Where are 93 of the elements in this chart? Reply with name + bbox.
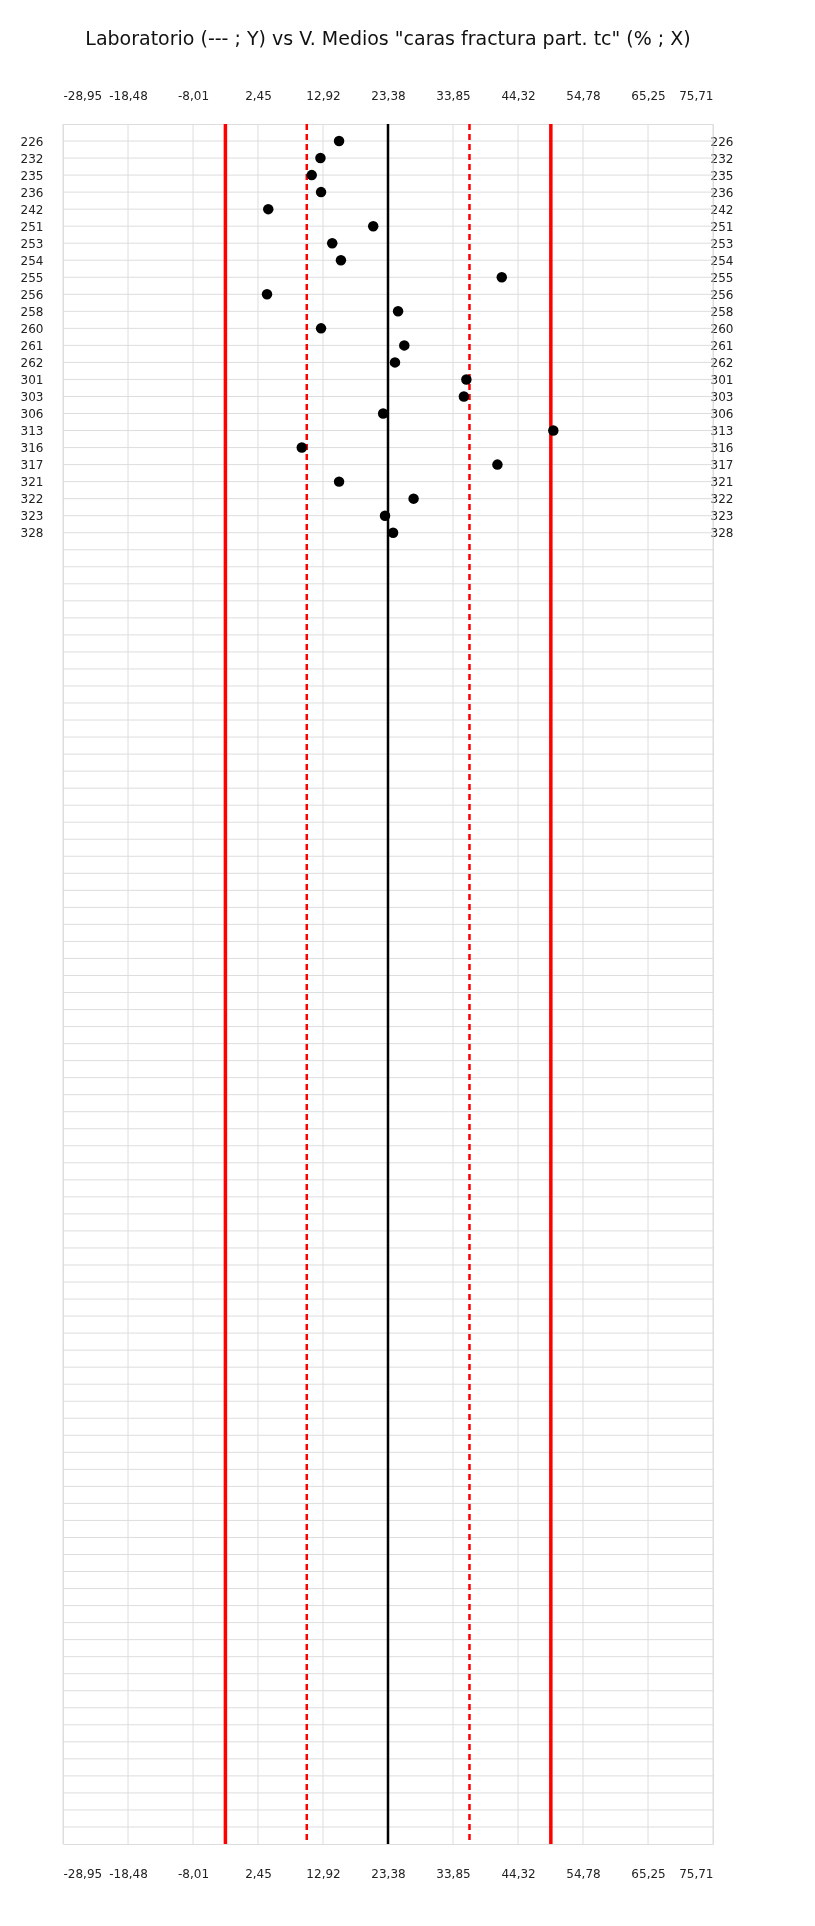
x2-tick-label: 23,38 bbox=[371, 1866, 406, 1881]
point bbox=[367, 220, 379, 232]
category-label: 316 bbox=[20, 441, 44, 456]
x2-tick-label: -28,95 bbox=[63, 1866, 103, 1881]
x-tick-label: 65,25 bbox=[631, 88, 666, 103]
point bbox=[306, 169, 317, 181]
category-label: 236 bbox=[20, 185, 44, 200]
point bbox=[326, 237, 338, 249]
x2-tick-label: 44,32 bbox=[501, 1866, 536, 1881]
category-label: 251 bbox=[20, 219, 44, 234]
point bbox=[333, 135, 345, 147]
category-label: 255 bbox=[20, 270, 44, 285]
point bbox=[315, 323, 327, 334]
category-label: 262 bbox=[20, 355, 44, 370]
y-tick-label: 254 bbox=[710, 253, 734, 268]
x2-tick-label: 54,78 bbox=[566, 1866, 601, 1881]
x-tick-label: -8,01 bbox=[178, 88, 210, 103]
point bbox=[379, 510, 391, 521]
category-label: 254 bbox=[20, 253, 44, 268]
category-label: 322 bbox=[20, 492, 44, 507]
category-label: 253 bbox=[20, 236, 44, 251]
y-tick-label: 258 bbox=[710, 304, 734, 319]
y-tick-label: 322 bbox=[710, 492, 734, 507]
category-label: 301 bbox=[20, 372, 44, 387]
x2-tick-label: 12,92 bbox=[306, 1866, 341, 1881]
x-tick-label: -28,95 bbox=[63, 88, 103, 103]
x2-tick-label: -8,01 bbox=[178, 1866, 210, 1881]
x-tick-label: 44,32 bbox=[501, 88, 536, 103]
x-tick-label: 12,92 bbox=[306, 88, 341, 103]
y-tick-label: 262 bbox=[710, 355, 734, 370]
point bbox=[461, 374, 472, 385]
y-tick-label: 306 bbox=[710, 407, 734, 421]
point bbox=[335, 255, 347, 266]
category-label: 328 bbox=[20, 526, 44, 541]
chart-title: Laboratorio (--- ; Y) vs V. Medios "caras fractura part. tc" (% ; X) bbox=[85, 27, 691, 49]
x2-tick-label: 75,71 bbox=[679, 1866, 714, 1881]
y-tick-label: 316 bbox=[710, 441, 734, 456]
x-tick-label: -18,48 bbox=[109, 88, 148, 103]
y-tick-label: 321 bbox=[710, 475, 734, 490]
category-label: 242 bbox=[20, 202, 44, 217]
point bbox=[333, 476, 345, 487]
x2-tick-label: -18,48 bbox=[109, 1866, 148, 1881]
y-tick-label: 260 bbox=[710, 321, 734, 336]
point bbox=[296, 442, 308, 453]
category-label: 226 bbox=[20, 134, 44, 149]
point bbox=[408, 493, 419, 504]
category-label: 260 bbox=[20, 321, 44, 336]
category-label: 303 bbox=[20, 389, 44, 404]
category-label: 232 bbox=[20, 151, 44, 166]
point bbox=[389, 357, 401, 368]
point bbox=[263, 203, 274, 215]
point bbox=[458, 391, 470, 402]
y-tick-label: 328 bbox=[710, 526, 734, 541]
y-tick-label: 303 bbox=[710, 389, 734, 404]
x2-tick-label: 2,45 bbox=[245, 1866, 272, 1881]
y-tick-label: 251 bbox=[710, 219, 734, 234]
x2-tick-label: 65,25 bbox=[631, 1866, 666, 1881]
point bbox=[392, 306, 404, 317]
category-label: 261 bbox=[20, 338, 44, 353]
y-tick-label: 313 bbox=[710, 424, 734, 439]
y-tick-label: 226 bbox=[710, 134, 734, 149]
x2-tick-label: 33,85 bbox=[436, 1866, 471, 1881]
y-tick-label: 323 bbox=[710, 509, 734, 524]
category-label: 258 bbox=[20, 304, 44, 319]
x-tick-label: 2,45 bbox=[245, 88, 272, 103]
y-tick-label: 242 bbox=[710, 202, 734, 217]
point bbox=[399, 340, 410, 351]
y-tick-label: 255 bbox=[710, 270, 734, 285]
point bbox=[261, 289, 273, 300]
y-tick-label: 256 bbox=[710, 287, 734, 302]
category-label: 306 bbox=[20, 407, 44, 421]
x-tick-label: 33,85 bbox=[436, 88, 471, 103]
category-label: 321 bbox=[20, 475, 44, 490]
x-tick-label: 75,71 bbox=[679, 88, 714, 103]
point bbox=[315, 186, 327, 198]
category-label: 323 bbox=[20, 509, 44, 524]
y-tick-label: 232 bbox=[710, 151, 734, 166]
y-tick-label: 301 bbox=[710, 372, 734, 387]
y-tick-label: 317 bbox=[710, 458, 734, 473]
category-label: 317 bbox=[20, 458, 44, 473]
y-tick-label: 235 bbox=[710, 168, 734, 183]
point bbox=[548, 425, 559, 436]
point bbox=[315, 152, 326, 164]
x-tick-label: 54,78 bbox=[566, 88, 601, 103]
category-label: 313 bbox=[20, 424, 44, 439]
point bbox=[496, 272, 508, 283]
point bbox=[492, 459, 503, 470]
category-label: 235 bbox=[20, 168, 44, 183]
y-tick-label: 261 bbox=[710, 338, 734, 353]
y-tick-label: 236 bbox=[710, 185, 734, 200]
y-tick-label: 253 bbox=[710, 236, 734, 251]
x-tick-label: 23,38 bbox=[371, 88, 406, 103]
category-label: 256 bbox=[20, 287, 44, 302]
